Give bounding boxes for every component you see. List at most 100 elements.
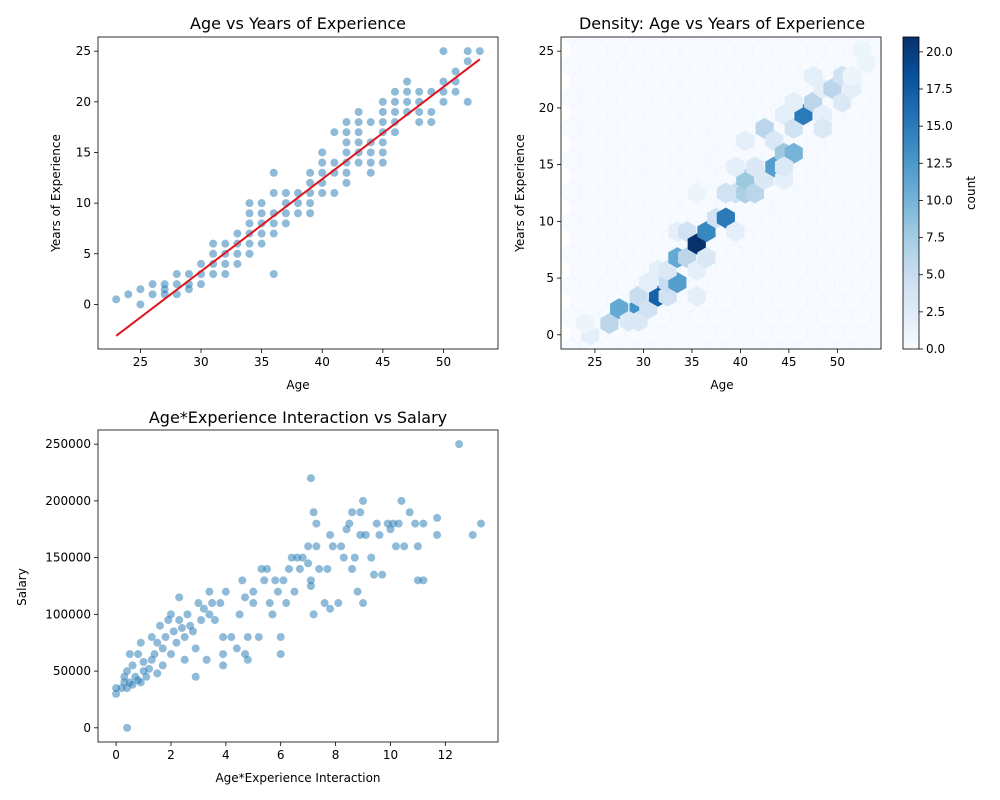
data-point <box>334 599 343 608</box>
hexbin-cell <box>784 91 803 113</box>
data-point <box>312 542 321 551</box>
data-point <box>330 128 339 137</box>
colorbar <box>902 36 920 350</box>
data-point <box>354 118 363 127</box>
x-tick-label: 35 <box>254 355 269 369</box>
hexbin-cell-empty <box>579 37 599 45</box>
data-point <box>175 616 184 625</box>
data-point <box>463 57 472 66</box>
data-point <box>413 576 422 585</box>
hexbin-cell-empty <box>870 37 881 45</box>
x-ticks: 25 30 35 40 45 50 <box>133 349 451 369</box>
data-point <box>295 564 304 573</box>
data-point <box>405 508 414 517</box>
data-point <box>348 564 357 573</box>
data-point <box>282 599 291 608</box>
data-point <box>415 87 424 96</box>
data-point <box>269 219 278 228</box>
x-tick-label: 40 <box>733 355 748 369</box>
data-point <box>148 280 157 289</box>
data-point <box>372 519 381 528</box>
data-point <box>356 530 365 539</box>
data-point <box>320 599 329 608</box>
data-point <box>112 295 121 304</box>
y-ticks: 0 5 10 15 20 25 <box>76 44 98 311</box>
colorbar-tick-label: 5.0 <box>926 268 945 282</box>
x-tick-label: 0 <box>112 748 120 762</box>
x-tick-label: 25 <box>587 355 602 369</box>
hexbin-cell-empty <box>634 37 654 45</box>
colorbar-label: count <box>964 176 978 210</box>
data-point <box>306 474 315 483</box>
data-point <box>366 118 375 127</box>
hexbin-cell-empty <box>834 37 854 45</box>
data-point <box>254 633 263 642</box>
hexbin-cell <box>784 142 803 164</box>
data-point <box>342 158 351 167</box>
data-point <box>209 259 218 268</box>
data-point <box>463 47 472 56</box>
y-tick-label: 10 <box>76 196 91 210</box>
data-point <box>294 199 302 208</box>
data-point <box>366 168 375 177</box>
data-point <box>243 633 252 642</box>
data-point <box>147 633 156 642</box>
hexbin-cell <box>813 117 832 139</box>
y-axis-label: Years of Experience <box>49 134 63 253</box>
y-tick-label: 5 <box>546 271 554 285</box>
data-point <box>419 576 428 585</box>
data-point <box>172 638 181 647</box>
x-tick-label: 30 <box>636 355 651 369</box>
data-point <box>148 290 157 299</box>
data-point <box>366 158 375 167</box>
data-point <box>378 118 387 127</box>
hexbin-cell-empty <box>798 37 817 45</box>
data-point <box>172 270 181 279</box>
data-point <box>394 519 403 528</box>
data-point <box>298 553 307 562</box>
data-point <box>128 680 137 689</box>
data-point <box>219 633 228 642</box>
colorbar-tick-label: 7.5 <box>926 231 945 245</box>
data-point <box>427 118 436 127</box>
data-point <box>136 638 145 647</box>
colorbar-ticks: 0.0 2.5 5.0 7.5 10.0 12.5 15.0 17.5 20.0 <box>919 45 953 356</box>
density-hexbin: Density: Age vs Years of Experience Age … <box>513 14 978 392</box>
data-point <box>221 270 230 279</box>
y-ticks: 0 50000 100000 150000 200000 250000 <box>45 437 98 735</box>
data-point <box>232 644 241 653</box>
data-point <box>257 209 266 218</box>
hexbin-cell-empty <box>743 37 763 45</box>
y-tick-label: 200000 <box>45 494 91 508</box>
data-point <box>180 633 189 642</box>
hexbin-cell <box>736 130 755 152</box>
hexbin-cell-empty <box>652 37 672 45</box>
hexbin-cell-empty <box>816 37 835 45</box>
data-point <box>269 189 278 197</box>
data-point <box>269 229 278 238</box>
data-point <box>249 599 258 608</box>
x-tick-label: 50 <box>436 355 451 369</box>
data-point <box>161 633 170 642</box>
x-tick-label: 30 <box>193 355 208 369</box>
data-point <box>415 107 424 116</box>
data-point <box>227 633 236 642</box>
data-point <box>378 97 387 106</box>
hexbin-cell <box>726 221 745 243</box>
x-ticks: 25 30 35 40 45 50 <box>587 349 845 369</box>
data-point <box>342 178 351 187</box>
x-tick-label: 45 <box>375 355 390 369</box>
data-point <box>281 209 290 218</box>
x-tick-label: 2 <box>167 748 175 762</box>
data-point <box>139 658 148 667</box>
data-point <box>199 604 208 613</box>
data-point <box>287 553 296 562</box>
hexbin-cell <box>842 65 861 87</box>
y-tick-label: 5 <box>83 247 91 261</box>
data-point <box>205 610 214 619</box>
hexbin-cell <box>857 52 876 74</box>
hexbin-cell <box>576 312 595 334</box>
data-point <box>210 616 219 625</box>
data-point <box>180 655 189 664</box>
hexbin-cell <box>813 104 832 126</box>
